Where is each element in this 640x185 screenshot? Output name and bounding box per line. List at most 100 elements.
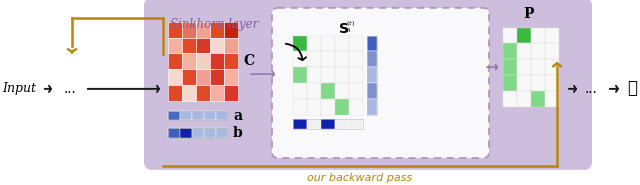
Bar [531, 91, 545, 107]
Bar [192, 111, 204, 120]
FancyBboxPatch shape [272, 8, 489, 158]
Bar [196, 69, 210, 85]
Bar [545, 75, 559, 91]
Bar [503, 75, 517, 91]
Bar [307, 99, 321, 115]
Text: ℓ: ℓ [627, 80, 637, 97]
Bar [517, 59, 531, 75]
Bar [293, 67, 307, 83]
Bar [182, 85, 196, 101]
Bar [168, 85, 182, 101]
Bar [180, 111, 192, 120]
Text: $_\lambda^{(t)}$: $_\lambda^{(t)}$ [346, 20, 355, 35]
Bar [367, 99, 377, 115]
Bar [335, 99, 349, 115]
Bar [307, 36, 321, 51]
Bar [349, 36, 363, 51]
Bar [196, 22, 210, 38]
Bar [503, 43, 517, 59]
Bar [224, 38, 238, 53]
Bar [367, 51, 377, 67]
FancyBboxPatch shape [144, 0, 592, 170]
Bar [517, 91, 531, 107]
Bar [349, 99, 363, 115]
Bar [307, 120, 321, 129]
Text: b: b [233, 126, 243, 140]
Bar [216, 111, 228, 120]
Bar [517, 43, 531, 59]
Bar [335, 83, 349, 99]
Bar [168, 38, 182, 53]
Text: a: a [233, 109, 242, 122]
Bar [168, 111, 180, 120]
Bar [349, 67, 363, 83]
Text: ...: ... [584, 82, 597, 96]
Bar [335, 51, 349, 67]
Bar [321, 67, 335, 83]
Bar [196, 53, 210, 69]
Text: Input: Input [2, 82, 36, 95]
Bar [349, 120, 363, 129]
Bar [531, 75, 545, 91]
Bar [210, 38, 224, 53]
Bar [503, 28, 517, 43]
Bar [307, 51, 321, 67]
Bar [293, 99, 307, 115]
Bar [293, 51, 307, 67]
Bar [321, 51, 335, 67]
Bar [210, 53, 224, 69]
Bar [182, 53, 196, 69]
Bar [293, 36, 307, 51]
Bar [224, 22, 238, 38]
Bar [545, 28, 559, 43]
Bar [196, 38, 210, 53]
Bar [192, 128, 204, 138]
Bar [182, 38, 196, 53]
Bar [503, 91, 517, 107]
Bar [321, 83, 335, 99]
Text: P: P [524, 7, 534, 21]
Bar [335, 67, 349, 83]
Bar [367, 67, 377, 83]
Bar [503, 59, 517, 75]
Bar [182, 22, 196, 38]
Bar [210, 69, 224, 85]
Bar [168, 22, 182, 38]
Text: $\mathbf{S}$: $\mathbf{S}$ [338, 22, 349, 36]
Bar [168, 53, 182, 69]
Bar [335, 120, 349, 129]
Bar [531, 28, 545, 43]
Bar [196, 85, 210, 101]
Bar [321, 120, 335, 129]
Text: C: C [243, 54, 254, 68]
Bar [216, 128, 228, 138]
Bar [531, 43, 545, 59]
Bar [321, 99, 335, 115]
Text: Sinkhorn layer: Sinkhorn layer [170, 18, 259, 31]
Bar [168, 69, 182, 85]
Bar [321, 36, 335, 51]
Bar [349, 51, 363, 67]
Bar [367, 36, 377, 115]
Bar [224, 85, 238, 101]
Bar [168, 128, 180, 138]
Bar [204, 111, 216, 120]
Bar [335, 36, 349, 51]
Bar [204, 128, 216, 138]
Bar [168, 128, 228, 138]
Bar [210, 85, 224, 101]
Bar [545, 43, 559, 59]
Bar [367, 36, 377, 51]
Bar [517, 75, 531, 91]
Bar [367, 83, 377, 99]
Bar [293, 83, 307, 99]
Bar [307, 67, 321, 83]
Text: ...: ... [63, 82, 76, 96]
Bar [293, 120, 307, 129]
Bar [168, 111, 228, 120]
Bar [545, 59, 559, 75]
Bar [517, 28, 531, 43]
Bar [210, 22, 224, 38]
Bar [180, 128, 192, 138]
Bar [545, 91, 559, 107]
